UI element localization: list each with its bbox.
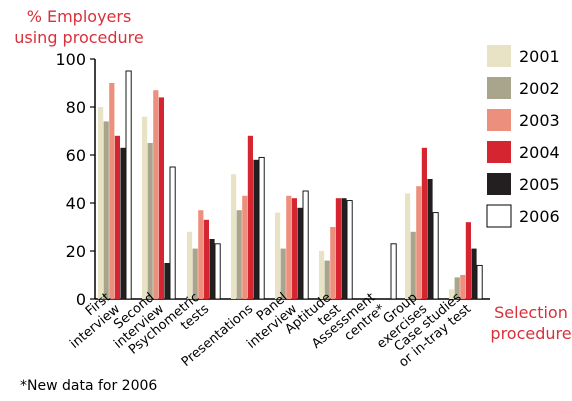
bar-2006-8 [476, 264, 483, 300]
bar-2003-7 [416, 186, 422, 299]
bar-2004-5 [335, 198, 341, 299]
y-tick-label: 60 [66, 146, 86, 165]
bar-2006-2 [214, 243, 221, 300]
bar-2003-5 [330, 227, 336, 299]
y-axis-title-line2: using procedure [14, 28, 144, 47]
bar-2005-5 [341, 198, 347, 299]
bar-2005-0 [120, 147, 126, 299]
bar-2006-6 [390, 243, 397, 300]
bar-2002-8 [454, 277, 460, 299]
bar-2006-4 [302, 190, 309, 300]
x-tick-labels: FirstinterviewSecondinterviewPsychometri… [67, 290, 474, 370]
y-tick-label: 80 [66, 98, 86, 117]
bar-2006-7 [432, 212, 439, 300]
x-axis-title: Selection procedure [488, 302, 572, 344]
legend-swatch-2004 [487, 141, 511, 163]
legend-swatch-2005 [487, 173, 511, 195]
bar-2002-3 [236, 210, 242, 299]
bar-2003-0 [109, 83, 115, 299]
y-tick-label: 40 [66, 194, 86, 213]
bar-2003-1 [153, 90, 159, 299]
bar-2001-5 [319, 251, 325, 299]
y-axis-title-line1: % Employers [26, 7, 132, 26]
bar-2003-4 [286, 195, 292, 299]
y-tick-label: 100 [55, 50, 86, 69]
x-axis-title-line1: Selection [494, 303, 568, 322]
legend: 2001 2002 2003 2004 2005 2006 [486, 45, 560, 228]
bar-2001-1 [142, 116, 148, 299]
bar-2005-1 [164, 263, 170, 299]
legend-label-2005: 2005 [519, 175, 560, 194]
bar-2002-0 [103, 121, 109, 300]
bar-2001-3 [231, 174, 237, 299]
bar-2003-3 [242, 195, 248, 299]
bar-2001-0 [98, 107, 104, 299]
bar-2006-1 [169, 166, 176, 300]
bar-2004-1 [158, 97, 164, 300]
bar-2004-4 [291, 198, 297, 299]
legend-label-2002: 2002 [519, 79, 560, 98]
legend-label-2004: 2004 [519, 143, 560, 162]
legend-label-2001: 2001 [519, 47, 560, 66]
y-tick-label: 0 [76, 290, 86, 309]
legend-swatch-2006 [486, 204, 512, 228]
bar-2005-2 [209, 239, 215, 299]
bar-2004-3 [247, 135, 253, 299]
bar-2004-2 [203, 219, 209, 299]
legend-swatch-2001 [487, 45, 511, 67]
bar-2002-4 [280, 248, 286, 299]
y-tick-label: 20 [66, 242, 86, 261]
bar-2006-5 [346, 200, 353, 300]
bar-2004-7 [421, 147, 427, 299]
legend-label-2003: 2003 [519, 111, 560, 130]
bar-2006-3 [258, 156, 265, 300]
x-axis-title-line2: procedure [490, 324, 572, 343]
bar-2001-8 [449, 289, 455, 299]
bar-2005-3 [253, 159, 259, 299]
bar-2002-1 [147, 143, 153, 299]
y-axis-title: % Employers using procedure [4, 6, 154, 48]
bar-2002-2 [192, 248, 198, 299]
bar-2003-2 [198, 210, 204, 299]
bar-2003-8 [460, 275, 466, 299]
bar-2005-4 [297, 207, 303, 299]
bar-2002-7 [410, 231, 416, 299]
footnote: *New data for 2006 [20, 378, 158, 394]
bar-2006-0 [125, 70, 132, 300]
bar-2001-2 [187, 231, 193, 299]
bar-2005-8 [471, 248, 477, 299]
bar-2005-7 [427, 179, 433, 299]
bar-2001-4 [275, 212, 281, 299]
bars [98, 70, 483, 300]
bar-2004-8 [465, 222, 471, 299]
bar-2004-0 [114, 135, 120, 299]
legend-label-2006: 2006 [519, 207, 560, 226]
bar-2001-7 [405, 193, 411, 299]
legend-swatch-2003 [487, 109, 511, 131]
bar-2002-5 [324, 260, 330, 299]
legend-swatch-2002 [487, 77, 511, 99]
